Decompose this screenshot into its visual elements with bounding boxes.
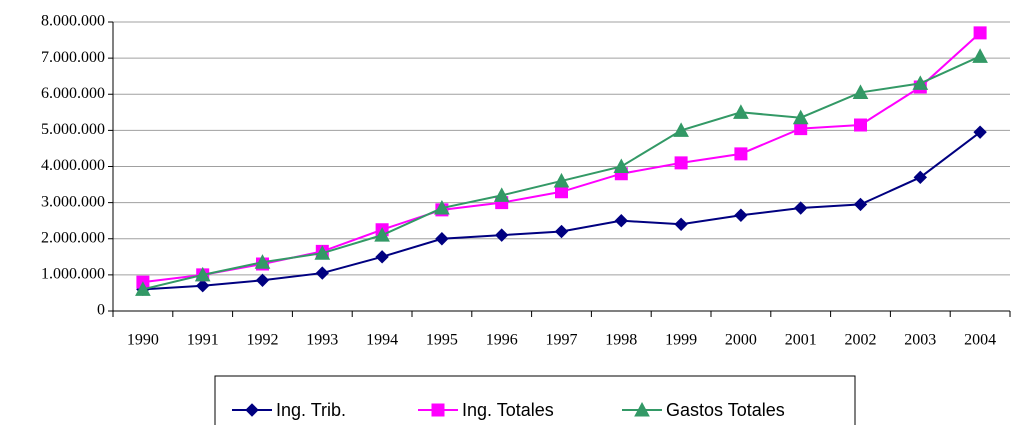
marker <box>912 75 929 90</box>
x-tick-label: 1999 <box>665 332 697 349</box>
x-tick-label: 2004 <box>964 332 996 349</box>
x-tick-label: 2003 <box>904 332 936 349</box>
x-tick-label: 2000 <box>725 332 757 349</box>
x-tick-label: 2001 <box>785 332 817 349</box>
x-tick-label: 1992 <box>247 332 279 349</box>
marker <box>434 199 450 215</box>
marker <box>254 254 271 269</box>
x-tick-label: 1997 <box>546 332 578 349</box>
y-tick-label: 1.000.000 <box>41 266 105 283</box>
marker <box>314 245 331 260</box>
marker <box>674 156 688 170</box>
marker <box>674 217 688 232</box>
marker <box>435 232 449 246</box>
marker <box>634 401 650 417</box>
y-tick-label: 4.000.000 <box>41 157 105 174</box>
marker <box>374 227 390 242</box>
marker <box>792 109 809 125</box>
y-tick-label: 6.000.000 <box>41 85 105 102</box>
marker <box>194 266 211 282</box>
marker <box>553 172 570 188</box>
series-line <box>142 32 981 284</box>
x-tick-label: 1996 <box>486 332 518 349</box>
x-tick-label: 1993 <box>306 332 338 349</box>
marker <box>255 273 270 288</box>
marker <box>555 185 568 199</box>
marker <box>973 125 987 139</box>
marker <box>195 279 210 293</box>
marker <box>853 197 868 212</box>
x-tick-label: 1994 <box>366 332 398 349</box>
marker <box>733 104 749 119</box>
marker <box>673 122 689 137</box>
marker <box>431 403 445 417</box>
marker <box>793 201 808 215</box>
y-tick-label: 0 <box>97 302 105 319</box>
y-tick-label: 7.000.000 <box>41 49 105 66</box>
legend-box <box>214 375 856 425</box>
marker <box>494 228 509 242</box>
marker <box>315 266 330 280</box>
x-tick-label: 1995 <box>426 332 458 349</box>
x-tick-label: 2002 <box>845 332 877 349</box>
legend-label: Gastos Totales <box>666 400 785 420</box>
marker <box>375 250 389 264</box>
marker <box>614 213 629 228</box>
y-tick-label: 2.000.000 <box>41 229 105 246</box>
x-tick-label: 1990 <box>127 332 159 349</box>
legend-label: Ing. Trib. <box>276 400 346 420</box>
marker <box>973 26 987 40</box>
marker <box>613 158 630 173</box>
series-line <box>142 55 981 291</box>
y-tick-label: 5.000.000 <box>41 121 105 138</box>
marker <box>734 208 748 222</box>
y-tick-label: 3.000.000 <box>41 193 105 210</box>
marker <box>554 224 569 239</box>
marker <box>734 147 748 161</box>
x-tick-label: 1991 <box>187 332 219 349</box>
marker <box>794 122 808 136</box>
marker <box>493 187 510 202</box>
marker <box>245 403 259 417</box>
marker <box>913 170 928 185</box>
x-tick-label: 1998 <box>605 332 637 349</box>
marker <box>972 48 988 63</box>
marker <box>852 84 869 99</box>
marker <box>135 281 151 296</box>
legend-label: Ing. Totales <box>462 400 554 420</box>
y-tick-label: 8.000.000 <box>41 13 105 30</box>
marker <box>854 118 867 132</box>
